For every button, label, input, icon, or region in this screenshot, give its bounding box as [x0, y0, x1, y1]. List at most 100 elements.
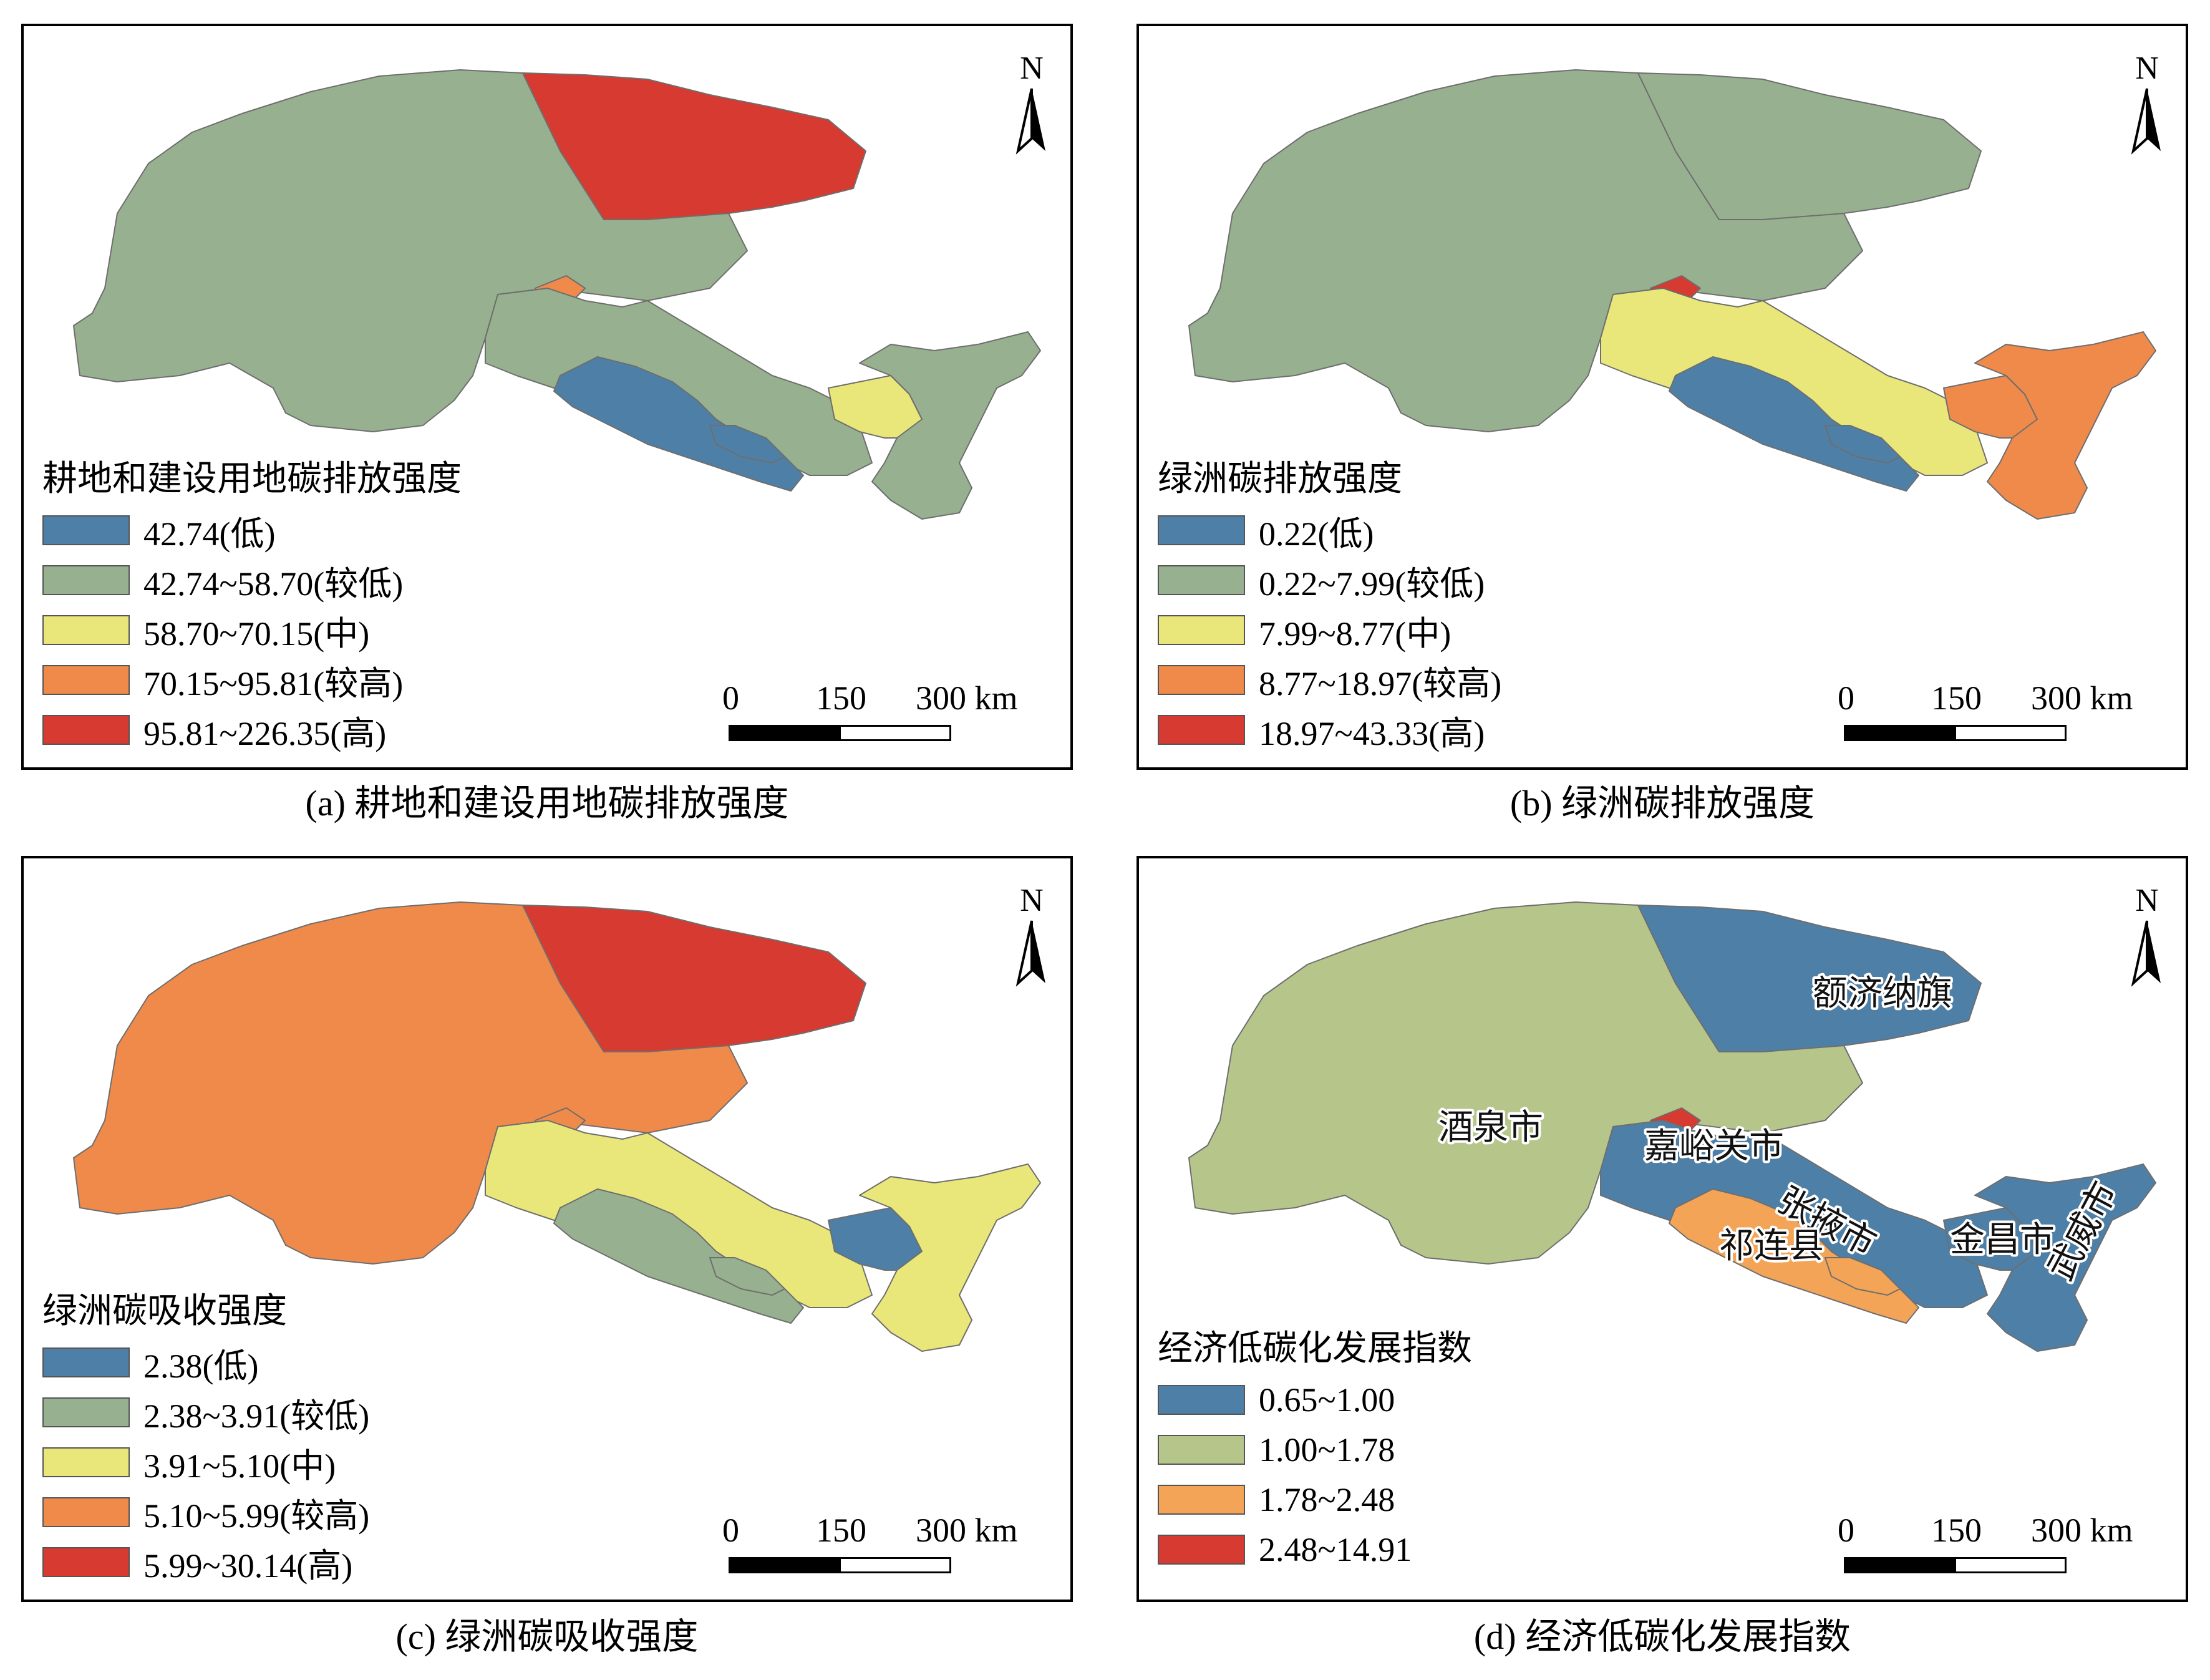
caption-prefix: (d)	[1473, 1616, 1526, 1657]
north-arrow: N	[2122, 883, 2172, 990]
place-label-qilian: 祁连县	[1719, 1226, 1824, 1266]
legend-label: 42.74~58.70(较低)	[143, 565, 404, 603]
caption-d: (d) 经济低碳化发展指数	[1137, 1607, 2188, 1659]
north-arrow-icon	[1015, 920, 1045, 987]
legend-label: 58.70~70.15(中)	[143, 614, 370, 653]
legend-swatch	[42, 1497, 130, 1527]
region-ejina	[1637, 72, 1982, 220]
scale-bar: 0 150 300 km	[722, 679, 1018, 754]
caption-text: 耕地和建设用地碳排放强度	[354, 782, 789, 824]
legend-swatch	[1158, 515, 1245, 545]
region-sunan	[1669, 356, 1919, 492]
legend-item: 5.10~5.99(较高)	[42, 1487, 369, 1537]
scale-bar-white	[1954, 725, 2067, 741]
place-label-ejina: 额济纳旗	[1813, 973, 1952, 1014]
map-panel-c: N 绿洲碳吸收强度 2.38(低) 2.38~3.91(较低) 3.91~5.10(…	[21, 856, 1073, 1602]
region-jiuquan	[1188, 69, 1863, 432]
map-panel-d: 额济纳旗 酒泉市 嘉峪关市 张掖市 祁连县 金昌市 武威市 N 经济低碳化发展指数 0.65…	[1137, 856, 2188, 1602]
legend-label: 95.81~226.35(高)	[143, 714, 387, 752]
legend-item: 2.48~14.91	[1158, 1525, 1472, 1575]
scale-tick-0: 0	[1838, 1512, 1854, 1549]
scale-bar: 0 150 300 km	[1838, 679, 2133, 754]
region-wuwei	[859, 1163, 1041, 1352]
region-zhangye	[1600, 288, 1988, 476]
legend-label: 0.65~1.00	[1259, 1381, 1395, 1419]
legend-swatch	[1158, 665, 1245, 695]
region-ejina	[522, 72, 866, 220]
north-arrow-icon	[2131, 920, 2161, 987]
legend-swatch	[42, 665, 130, 695]
legend-swatch	[42, 1547, 130, 1577]
scale-bar-white	[839, 1557, 951, 1573]
legend-item: 42.74~58.70(较低)	[42, 555, 462, 605]
north-arrow-icon	[2131, 88, 2161, 155]
legend-items: 0.22(低) 0.22~7.99(较低) 7.99~8.77(中) 8.77~18.…	[1158, 505, 1501, 755]
legend-item: 95.81~226.35(高)	[42, 705, 462, 755]
scale-bar-black	[1844, 725, 1956, 741]
legend-label: 0.22~7.99(较低)	[1259, 565, 1485, 603]
legend-item: 7.99~8.77(中)	[1158, 605, 1501, 655]
legend-swatch	[42, 565, 130, 595]
north-arrow: N	[1007, 883, 1057, 990]
legend: 绿洲碳吸收强度 2.38(低) 2.38~3.91(较低) 3.91~5.10(中)…	[42, 1289, 369, 1587]
caption-prefix: (c)	[395, 1616, 445, 1657]
legend-label: 1.00~1.78	[1259, 1431, 1395, 1469]
legend-label: 0.22(低)	[1259, 515, 1374, 553]
place-label-jiuquan: 酒泉市	[1438, 1107, 1543, 1148]
legend-label: 8.77~18.97(较高)	[1259, 664, 1502, 702]
legend-item: 42.74(低)	[42, 505, 462, 555]
legend-item: 3.91~5.10(中)	[42, 1437, 369, 1487]
scale-bar: 0 150 300 km	[1838, 1511, 2133, 1586]
legend-label: 3.91~5.10(中)	[143, 1447, 336, 1485]
legend-swatch	[1158, 1385, 1245, 1415]
region-sunan	[1669, 1188, 1919, 1324]
scale-tick-150: 150	[1931, 1512, 1982, 1549]
map-regions	[73, 69, 1041, 520]
region-wuwei	[859, 331, 1041, 520]
legend-item: 0.22(低)	[1158, 505, 1501, 555]
caption-text: 绿洲碳排放强度	[1561, 782, 1815, 824]
legend-label: 5.10~5.99(较高)	[143, 1497, 370, 1535]
region-sunan	[553, 356, 804, 492]
legend-label: 18.97~43.33(高)	[1259, 714, 1485, 752]
legend-item: 1.00~1.78	[1158, 1425, 1472, 1475]
legend-swatch	[1158, 1535, 1245, 1565]
region-sunan	[553, 1188, 804, 1324]
north-label: N	[2135, 883, 2159, 918]
north-label: N	[1020, 883, 1044, 918]
legend-item: 5.99~30.14(高)	[42, 1537, 369, 1587]
region-ejina	[522, 905, 866, 1052]
map-panel-b: N 绿洲碳排放强度 0.22(低) 0.22~7.99(较低) 7.99~8.77(…	[1137, 24, 2188, 770]
caption-text: 绿洲碳吸收强度	[445, 1615, 699, 1658]
legend-item: 0.65~1.00	[1158, 1375, 1472, 1425]
legend-label: 7.99~8.77(中)	[1259, 614, 1452, 653]
legend-label: 5.99~30.14(高)	[143, 1546, 353, 1585]
legend-item: 1.78~2.48	[1158, 1475, 1472, 1525]
legend-title: 绿洲碳排放强度	[1158, 459, 1402, 499]
legend: 耕地和建设用地碳排放强度 42.74(低) 42.74~58.70(较低) 58.7…	[42, 457, 462, 755]
legend: 绿洲碳排放强度 0.22(低) 0.22~7.99(较低) 7.99~8.77(中)…	[1158, 457, 1501, 755]
legend-item: 2.38~3.91(较低)	[42, 1387, 369, 1437]
legend-swatch	[1158, 565, 1245, 595]
legend-swatch	[1158, 615, 1245, 645]
region-qilian	[709, 425, 785, 464]
legend-items: 2.38(低) 2.38~3.91(较低) 3.91~5.10(中) 5.10~5.9…	[42, 1338, 369, 1587]
legend-item: 2.38(低)	[42, 1338, 369, 1387]
north-arrow-icon	[1015, 88, 1045, 155]
legend-swatch	[42, 615, 130, 645]
region-jiuquan	[73, 901, 748, 1265]
scale-tick-300: 300 km	[916, 1512, 1018, 1549]
legend-items: 42.74(低) 42.74~58.70(较低) 58.70~70.15(中) 70.…	[42, 505, 462, 755]
legend-item: 58.70~70.15(中)	[42, 605, 462, 655]
legend-swatch	[42, 1447, 130, 1477]
scale-tick-0: 0	[722, 679, 739, 717]
legend-swatch	[1158, 1485, 1245, 1515]
legend-swatch	[1158, 715, 1245, 745]
region-jiuquan	[1188, 901, 1863, 1265]
caption-c: (c) 绿洲碳吸收强度	[21, 1607, 1073, 1659]
region-zhangye	[1600, 1120, 1988, 1308]
legend-swatch	[42, 1347, 130, 1377]
caption-prefix: (a)	[305, 783, 355, 823]
legend-item: 0.22~7.99(较低)	[1158, 555, 1501, 605]
